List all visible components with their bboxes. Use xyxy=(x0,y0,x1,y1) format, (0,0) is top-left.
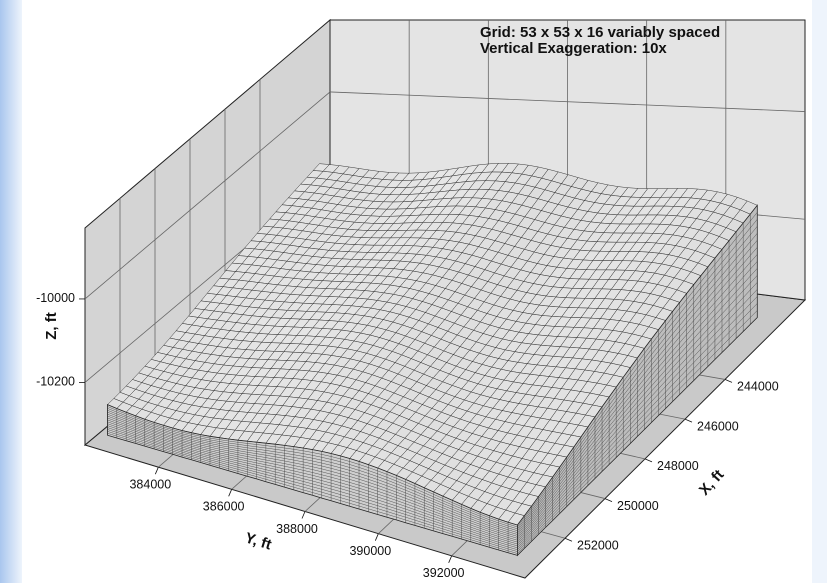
tick-mark xyxy=(302,512,305,519)
tick-mark xyxy=(685,419,692,422)
x-tick-label: 244000 xyxy=(737,380,779,394)
tick-mark xyxy=(449,556,452,563)
tick-mark xyxy=(605,499,612,502)
tick-mark xyxy=(565,538,572,541)
x-axis-label: X, ft xyxy=(696,466,728,498)
tick-mark xyxy=(375,534,378,541)
x-tick-label: 246000 xyxy=(697,419,739,433)
y-tick-label: 384000 xyxy=(129,477,171,491)
tick-mark xyxy=(645,459,652,462)
y-tick-label: 392000 xyxy=(423,566,465,580)
chart: Grid: 53 x 53 x 16 variably spaced Verti… xyxy=(0,0,827,583)
y-tick-label: 386000 xyxy=(203,500,245,514)
annotation: Grid: 53 x 53 x 16 variably spaced xyxy=(480,24,720,41)
x-tick-label: 250000 xyxy=(617,499,659,513)
tick-mark xyxy=(725,379,732,382)
y-tick-label: 388000 xyxy=(276,522,318,536)
z-tick-label: -10000 xyxy=(36,291,75,305)
side-strip xyxy=(812,0,827,583)
z-axis-label: Z, ft xyxy=(43,312,60,340)
side-strip xyxy=(0,0,22,583)
annotation: Vertical Exaggeration: 10x xyxy=(480,40,667,57)
tick-mark xyxy=(229,489,232,496)
page: Grid: 53 x 53 x 16 variably spaced Verti… xyxy=(0,0,827,583)
x-tick-label: 252000 xyxy=(577,539,619,553)
x-tick-label: 248000 xyxy=(657,459,699,473)
tick-mark xyxy=(155,467,158,474)
y-tick-label: 390000 xyxy=(349,544,391,558)
z-tick-label: -10200 xyxy=(36,375,75,389)
y-axis-label: Y, ft xyxy=(243,529,273,553)
